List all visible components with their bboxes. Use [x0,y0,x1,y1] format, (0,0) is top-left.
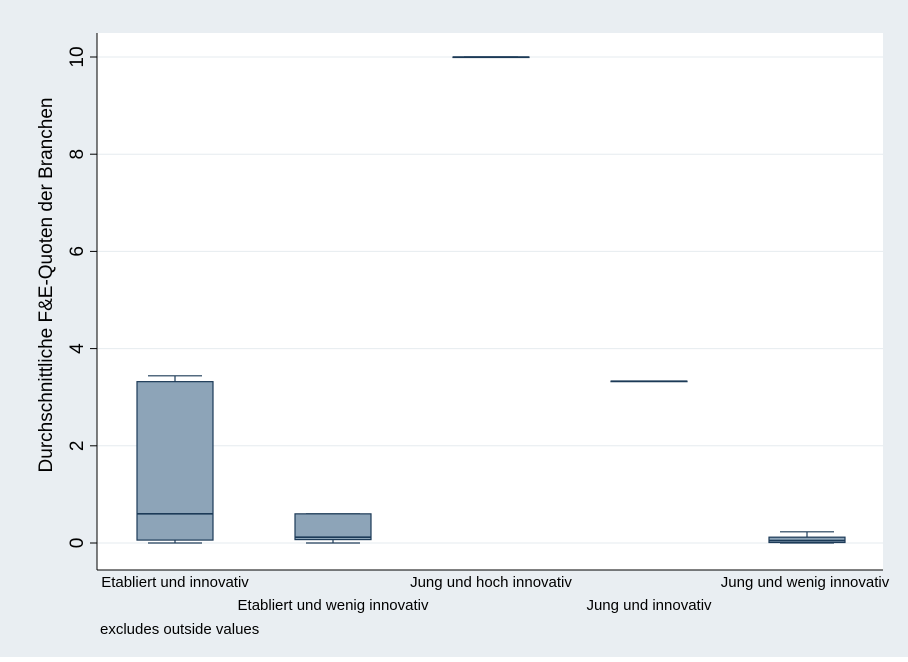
box-group [452,56,530,59]
x-tick-label: Jung und wenig innovativ [721,574,890,591]
box-group [610,380,688,383]
x-axis: Etabliert und innovativ Etabliert und wen… [97,569,890,614]
y-tick-label: 2 [67,441,88,452]
y-axis-title: Durchschnittliche F&E-Quoten der Branche… [36,98,57,473]
box-group [294,513,372,544]
x-tick-label: Jung und innovativ [586,597,712,614]
y-tick-label: 10 [67,46,88,67]
y-axis: 0 2 4 6 8 10 [67,33,98,570]
box-iqr [294,513,372,541]
y-tick-label: 6 [67,246,88,257]
y-tick-label: 0 [67,538,88,549]
chart-note: excludes outside values [100,621,259,638]
boxes [136,56,846,544]
y-tick-label: 8 [67,149,88,160]
box-iqr [136,381,214,541]
y-tick-label: 4 [67,343,88,354]
x-tick-label: Etabliert und innovativ [101,574,249,591]
box-group [768,531,846,544]
plot-area [97,33,883,570]
box-group [136,375,214,544]
x-tick-label: Jung und hoch innovativ [410,574,572,591]
x-tick-label: Etabliert und wenig innovativ [238,597,429,614]
